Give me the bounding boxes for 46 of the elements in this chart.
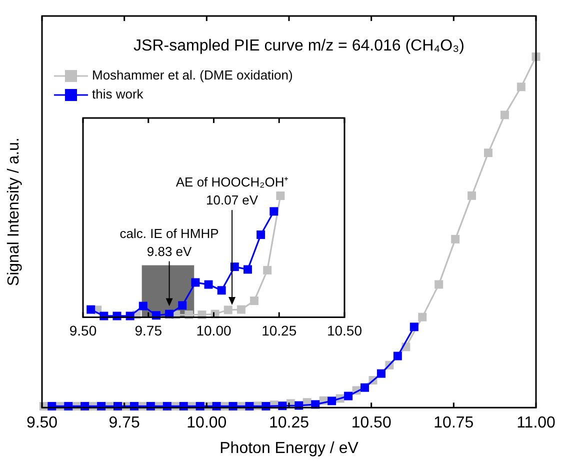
point <box>138 302 148 310</box>
x-tick-label: 10.75 <box>434 414 474 432</box>
x-tick-label: 10.25 <box>262 322 297 338</box>
point <box>344 392 353 400</box>
point <box>516 82 526 92</box>
point <box>484 148 492 158</box>
y-axis-title: Signal Intensity / a.u. <box>5 138 22 286</box>
point <box>204 280 213 289</box>
point <box>263 266 272 274</box>
point <box>393 352 402 360</box>
x-tick-label: 10.50 <box>326 322 362 338</box>
x-tick-label: 10.50 <box>351 414 392 432</box>
x-tick-label: 10.25 <box>268 414 310 432</box>
point <box>178 301 187 310</box>
x-tick-label: 11.00 <box>516 414 556 432</box>
point <box>468 191 476 200</box>
point <box>418 312 427 322</box>
x-tick-label: 10.00 <box>186 414 227 432</box>
annotation: calc. IE of HMHP 9.83 eV <box>120 226 219 259</box>
chart-title: JSR-sampled PIE curve m/z = 64.016 (CH₄O₃) <box>134 37 464 54</box>
point <box>217 286 226 295</box>
point <box>451 234 460 244</box>
x-tick-label: 9.75 <box>134 322 162 338</box>
point <box>256 230 266 239</box>
point <box>376 369 386 378</box>
annotation: AE of HOOCH₂OH⁺ 10.07 eV <box>176 174 288 208</box>
point <box>270 207 278 216</box>
point <box>224 306 232 314</box>
point <box>434 280 444 289</box>
point <box>500 110 509 120</box>
point <box>328 396 336 406</box>
point <box>243 265 252 274</box>
point <box>250 296 259 306</box>
point <box>276 191 285 200</box>
point <box>410 322 418 332</box>
point <box>191 278 200 287</box>
x-tick-label: 9.50 <box>26 414 58 432</box>
legend-label: this work <box>92 86 144 102</box>
x-tick-label: 9.50 <box>69 322 97 338</box>
point <box>236 305 246 314</box>
x-tick-label: 10.00 <box>196 322 232 338</box>
x-tick-label: 9.75 <box>108 414 140 432</box>
point <box>86 305 96 314</box>
x-axis-title: Photon Energy / eV <box>220 440 359 457</box>
legend-label: Moshammer et al. (DME oxidation) <box>92 68 293 83</box>
point <box>360 383 369 392</box>
